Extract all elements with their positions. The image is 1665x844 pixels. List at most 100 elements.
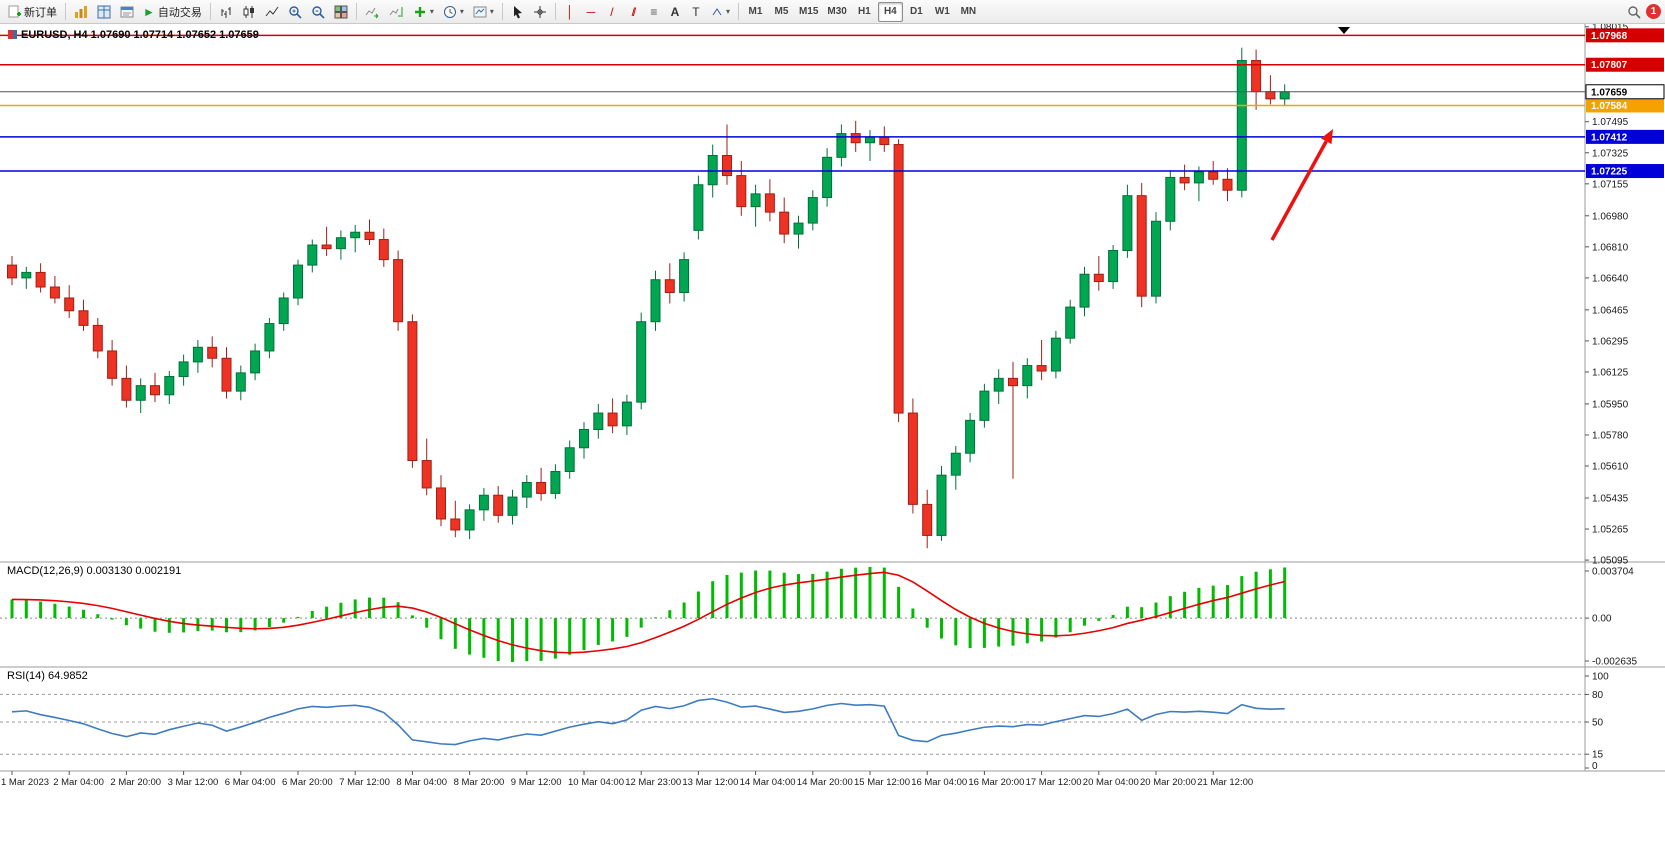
notification-badge[interactable]: 1 (1646, 4, 1661, 19)
fibonacci-tool-button[interactable]: ≡ (644, 2, 664, 22)
auto-scroll-icon (365, 7, 379, 18)
shapes-icon (712, 7, 722, 15)
price-line-tag[interactable] (1586, 164, 1664, 179)
timeframe-mn-button[interactable]: MN (956, 2, 981, 22)
data-window-button[interactable] (93, 2, 115, 22)
svg-text:1.07495: 1.07495 (1592, 117, 1629, 128)
svg-text:1.05435: 1.05435 (1592, 493, 1629, 504)
market-watch-icon (75, 5, 87, 18)
shapes-dropdown-button[interactable]: ▾ (707, 2, 734, 22)
svg-text:6 Mar 20:00: 6 Mar 20:00 (282, 777, 333, 788)
svg-text:12 Mar 23:00: 12 Mar 23:00 (625, 777, 681, 788)
svg-text:17 Mar 12:00: 17 Mar 12:00 (1026, 777, 1082, 788)
templates-caret-icon: ▾ (489, 6, 494, 16)
channel-tool-button[interactable]: // (623, 2, 643, 22)
candlestick-chart-button[interactable] (238, 2, 260, 22)
rsi-indicator (0, 693, 1585, 755)
svg-text:7 Mar 12:00: 7 Mar 12:00 (339, 777, 390, 788)
trendline-tool-button[interactable]: / (602, 2, 622, 22)
price-line-tag[interactable] (1586, 98, 1664, 113)
search-button[interactable] (1623, 2, 1645, 22)
macd-label: MACD(12,26,9) 0.003130 0.002191 (7, 565, 182, 577)
svg-text:13 Mar 12:00: 13 Mar 12:00 (682, 777, 738, 788)
new-order-button[interactable]: 新订单 (4, 2, 61, 22)
svg-text:1.07155: 1.07155 (1592, 179, 1629, 190)
toolbar-separator (355, 3, 357, 20)
tile-windows-button[interactable] (330, 2, 352, 22)
candlestick-series (7, 47, 1290, 549)
timeframe-m1-button[interactable]: M1 (743, 2, 768, 22)
indicators-caret-icon: ▾ (429, 6, 434, 16)
price-line-tag[interactable] (1586, 28, 1664, 43)
rsi-label: RSI(14) 64.9852 (7, 670, 88, 682)
timeframe-m5-button[interactable]: M5 (769, 2, 794, 22)
search-icon (1628, 5, 1641, 19)
zoom-in-button[interactable] (284, 2, 306, 22)
timeframe-h4-button[interactable]: H4 (877, 1, 903, 22)
chart-shift-marker (1338, 27, 1350, 34)
periods-clock-icon (443, 5, 456, 18)
svg-text:16 Mar 20:00: 16 Mar 20:00 (968, 777, 1024, 788)
line-chart-button[interactable] (261, 2, 283, 22)
timeframe-d1-button[interactable]: D1 (904, 2, 929, 22)
tile-windows-icon (334, 5, 348, 18)
cursor-button[interactable] (507, 2, 528, 22)
candlestick-chart-icon (243, 5, 254, 18)
terminal-icon (120, 6, 134, 17)
templates-button[interactable]: ▾ (469, 2, 498, 22)
svg-text:8 Mar 04:00: 8 Mar 04:00 (396, 777, 447, 788)
auto-trading-button[interactable]: ► 自动交易 (139, 2, 206, 22)
price-line-tag[interactable] (1586, 129, 1664, 144)
pane-separators (0, 24, 1665, 772)
macd-axis[interactable]: 0.003704 0.00 -0.002635 (1585, 567, 1637, 668)
toolbar: 新订单 ► 自动交易 ▾ ▾ (0, 0, 1665, 24)
timeframe-h1-button[interactable]: H1 (852, 2, 877, 22)
svg-text:2 Mar 04:00: 2 Mar 04:00 (53, 777, 104, 788)
label-tool-button[interactable]: T (686, 2, 706, 22)
rsi-axis[interactable]: 100 80 50 150 (1585, 672, 1609, 773)
price-line-tag[interactable] (1586, 57, 1664, 72)
text-tool-button[interactable]: A (665, 2, 685, 22)
price-line-tag-label: 1.07807 (1591, 60, 1628, 71)
crosshair-icon (533, 5, 546, 18)
svg-text:100: 100 (1592, 672, 1609, 683)
timeframe-m15-button[interactable]: M15 (795, 2, 822, 22)
indicators-button[interactable]: ▾ (409, 2, 438, 22)
zoom-out-icon (312, 5, 325, 19)
periods-caret-icon: ▾ (459, 6, 464, 16)
svg-text:1.05950: 1.05950 (1592, 399, 1629, 410)
timeframe-m30-button[interactable]: M30 (823, 2, 850, 22)
trendline-icon: / (610, 4, 614, 19)
periods-button[interactable]: ▾ (439, 2, 468, 22)
timeframe-w1-button[interactable]: W1 (930, 2, 955, 22)
templates-icon (473, 6, 487, 17)
time-axis[interactable]: 1 Mar 2023 2 Mar 04:00 2 Mar 20:00 3 Mar 12… (1, 771, 1253, 788)
terminal-button[interactable] (116, 2, 138, 22)
svg-text:8 Mar 20:00: 8 Mar 20:00 (454, 777, 505, 788)
svg-text:-0.002635: -0.002635 (1592, 657, 1637, 668)
new-order-icon (8, 5, 21, 18)
price-line-tag-label: 1.07225 (1591, 167, 1628, 178)
svg-text:1.07325: 1.07325 (1592, 148, 1629, 159)
horizontal-line-tool-button[interactable]: ─ (581, 2, 601, 22)
trend-arrow-annotation[interactable] (1270, 129, 1333, 241)
svg-text:1.07659: 1.07659 (1591, 87, 1628, 98)
svg-text:0.00: 0.00 (1592, 614, 1612, 625)
cursor-icon (513, 5, 522, 18)
chart-title: EURUSD, H4 1.07690 1.07714 1.07652 1.076… (8, 29, 259, 41)
crosshair-button[interactable] (529, 2, 551, 22)
price-axis[interactable]: 1.08015 1.07495 1.07325 1.07155 1.06980 1.068… (1585, 22, 1629, 567)
price-line-tag-label: 1.07968 (1591, 31, 1628, 42)
chart-shift-button[interactable] (385, 2, 408, 22)
svg-text:15: 15 (1592, 750, 1604, 761)
svg-text:1.05265: 1.05265 (1592, 525, 1629, 536)
timeframe-group: M1 M5 M15 M30 H1 H4 D1 W1 MN (743, 1, 981, 22)
auto-scroll-button[interactable] (361, 2, 384, 22)
vertical-line-tool-button[interactable]: │ (560, 2, 580, 22)
market-watch-button[interactable] (70, 2, 92, 22)
zoom-out-button[interactable] (307, 2, 329, 22)
bar-chart-button[interactable] (215, 2, 237, 22)
svg-text:1.05610: 1.05610 (1592, 462, 1629, 473)
svg-text:1.06295: 1.06295 (1592, 336, 1629, 347)
